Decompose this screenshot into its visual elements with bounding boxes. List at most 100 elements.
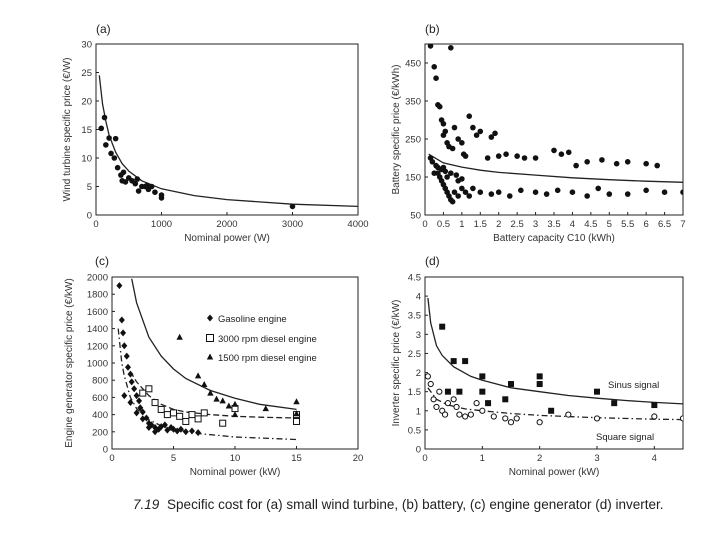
- x-tick-label: 2000: [216, 219, 237, 230]
- data-point-open-circle: [467, 411, 474, 418]
- data-point-open-circle: [456, 411, 463, 418]
- y-axis-title: Inverter specific price (€/kW): [391, 300, 402, 427]
- x-tick-label: 4000: [347, 219, 368, 230]
- data-point-diamond: [195, 429, 202, 437]
- data-point: [440, 121, 447, 127]
- data-point: [120, 169, 127, 176]
- x-axis-title: Nominal power (kW): [190, 467, 281, 478]
- x-tick-label: 1.5: [474, 219, 487, 230]
- data-point: [584, 159, 590, 165]
- data-point: [431, 64, 438, 70]
- data-point: [680, 189, 683, 195]
- x-tick-label: 10: [230, 453, 241, 464]
- data-point: [459, 140, 465, 146]
- y-tick-label: 200: [92, 427, 108, 438]
- data-point: [132, 180, 139, 187]
- trend-curve-dash-dot: [117, 328, 297, 441]
- x-tick-label: 4: [652, 453, 657, 464]
- data-point: [431, 170, 438, 176]
- data-point-filled-square: [444, 388, 451, 395]
- data-point-square: [170, 409, 177, 417]
- data-point: [98, 125, 105, 132]
- data-point: [477, 189, 484, 195]
- x-tick-label: 0: [93, 219, 98, 230]
- data-point: [484, 155, 491, 161]
- chart-panel-1: (a) 0 1000 2000 3000 4000 0 5 10 15 20 25 30 Nominal …: [62, 22, 369, 244]
- data-point-open-circle: [565, 411, 572, 418]
- data-point-triangle: [293, 398, 300, 405]
- data-point-square: [145, 385, 153, 393]
- x-tick-label: 5.5: [621, 219, 634, 230]
- data-point: [551, 147, 557, 154]
- legend-label: 1500 rpm diesel engine: [218, 353, 317, 364]
- x-tick-label: 0.5: [437, 219, 450, 230]
- data-point: [488, 191, 495, 197]
- data-point: [135, 188, 142, 194]
- data-point: [103, 142, 109, 148]
- data-point-triangle: [176, 333, 183, 340]
- data-point: [565, 149, 572, 156]
- data-point-square: [139, 389, 147, 397]
- y-tick-label: 150: [405, 173, 421, 184]
- data-point-square: [194, 415, 202, 423]
- plot-area: [425, 297, 683, 426]
- data-point-triangle: [231, 400, 239, 407]
- plot-area: [98, 75, 358, 210]
- panel-label: (c): [95, 254, 109, 268]
- data-point-diamond: [133, 392, 140, 400]
- y-tick-label: 1.5: [408, 387, 421, 398]
- legend-label: Gasoline engine: [218, 314, 287, 325]
- data-point-filled-square: [594, 388, 600, 395]
- data-point-square: [176, 412, 184, 420]
- data-point: [532, 155, 539, 161]
- data-point: [455, 193, 461, 199]
- data-point: [584, 193, 590, 199]
- x-tick-label: 0: [422, 453, 427, 464]
- data-point: [148, 183, 155, 190]
- data-point-open-circle: [462, 413, 469, 420]
- data-point-diamond: [133, 409, 140, 417]
- x-tick-label: 4: [570, 219, 575, 230]
- data-point-filled-square: [462, 358, 469, 365]
- data-point: [436, 103, 443, 110]
- trend-curve: [98, 75, 358, 208]
- x-tick-label: 20: [353, 453, 364, 464]
- x-tick-label: 2: [537, 453, 542, 464]
- data-point-open-circle: [425, 373, 431, 380]
- data-point: [558, 151, 565, 157]
- y-tick-label: 3.5: [408, 311, 421, 322]
- data-point-triangle: [225, 402, 233, 409]
- data-point-diamond: [123, 352, 130, 360]
- x-tick-label: 5: [607, 219, 612, 230]
- data-point: [449, 198, 456, 205]
- data-point-diamond: [121, 392, 128, 400]
- data-point-triangle: [194, 372, 202, 379]
- x-axis-title: Nominal power (W): [184, 233, 270, 244]
- annotation-sinus-signal: Sinus signal: [608, 380, 659, 391]
- data-point: [451, 124, 458, 131]
- data-point: [451, 189, 458, 195]
- data-point-diamond: [121, 342, 128, 350]
- y-tick-label: 0: [416, 445, 421, 456]
- data-point-filled-square: [439, 323, 446, 330]
- data-point: [462, 189, 469, 195]
- y-tick-label: 15: [81, 125, 92, 136]
- data-point-diamond: [127, 399, 134, 407]
- data-point: [459, 185, 465, 192]
- data-point: [455, 178, 461, 184]
- data-point-open-circle: [430, 396, 437, 403]
- data-point-filled-square: [536, 373, 543, 380]
- data-point: [492, 130, 498, 137]
- caption-text: Specific cost for (a) small wind turbine…: [167, 497, 664, 512]
- data-point: [448, 170, 454, 176]
- data-point: [624, 191, 631, 197]
- panel-label: (a): [96, 22, 111, 36]
- y-tick-label: 800: [92, 376, 108, 387]
- x-tick-label: 2.5: [511, 219, 524, 230]
- data-point: [495, 153, 502, 159]
- data-point: [289, 203, 296, 210]
- data-point: [473, 132, 480, 138]
- data-point-open-circle: [436, 388, 443, 395]
- data-point-triangle: [262, 405, 269, 412]
- data-point-diamond: [139, 408, 146, 416]
